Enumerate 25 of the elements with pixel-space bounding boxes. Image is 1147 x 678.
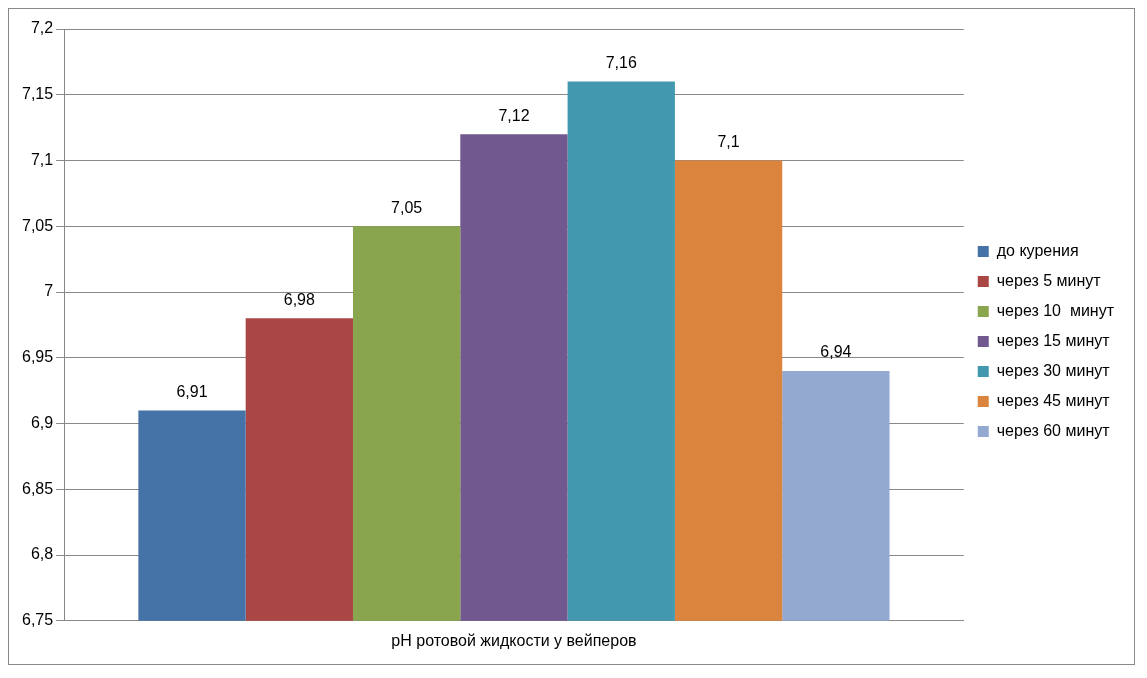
y-tick-label: 7,05 [22, 216, 54, 234]
data-label: 6,98 [283, 290, 315, 308]
data-label: 6,91 [176, 382, 208, 400]
legend-label: через 5 минут [996, 271, 1102, 289]
y-tick-label: 6,95 [22, 348, 54, 366]
legend-label: до курения [996, 241, 1079, 259]
x-tick-label: pH ротовой жидкости у вейперов [391, 631, 637, 649]
y-tick-label: 6,9 [30, 413, 54, 431]
data-label: 7,1 [717, 132, 740, 150]
legend-label: через 15 минут [996, 331, 1111, 349]
y-tick-label: 6,85 [22, 479, 54, 497]
y-tick-label: 7 [44, 282, 54, 300]
y-tick-label: 7,15 [22, 85, 54, 103]
data-label: 7,05 [391, 198, 423, 216]
y-tick-label: 7,2 [30, 19, 54, 37]
data-label: 7,12 [498, 106, 530, 124]
y-tick-label: 6,75 [22, 611, 54, 629]
data-label: 7,16 [605, 54, 637, 72]
legend-label: через 10 минут [996, 301, 1115, 319]
y-tick-label: 6,8 [30, 545, 54, 563]
data-label: 6,94 [820, 343, 852, 361]
legend-label: через 60 минут [996, 421, 1111, 439]
legend-label: через 45 минут [996, 391, 1111, 409]
legend-label: через 30 минут [996, 361, 1111, 379]
y-tick-label: 7,1 [30, 150, 54, 168]
